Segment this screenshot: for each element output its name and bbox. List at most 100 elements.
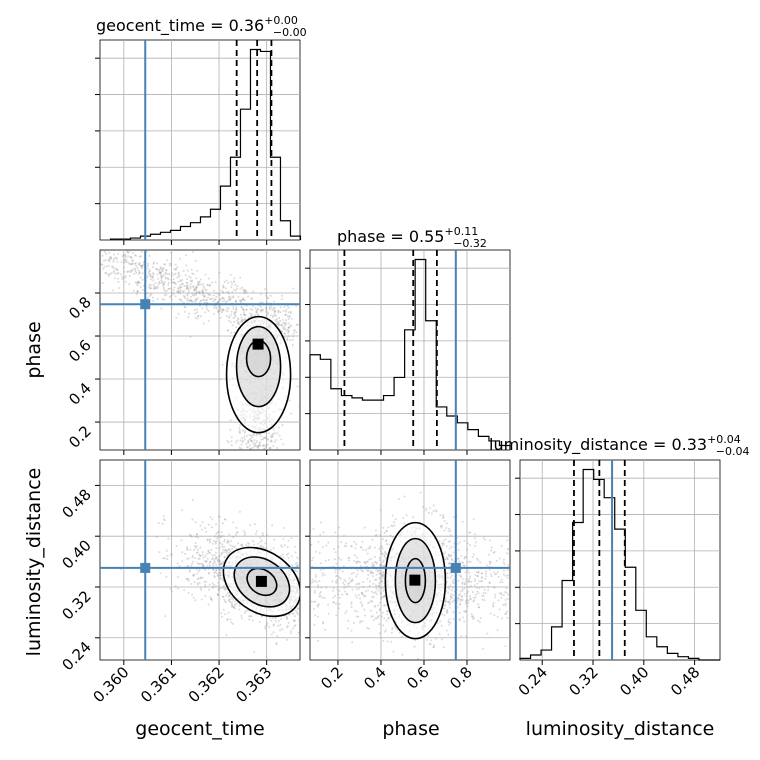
sample-point <box>231 605 234 608</box>
sample-point <box>192 273 195 276</box>
sample-point <box>321 605 323 607</box>
sample-point <box>217 300 220 303</box>
sample-point <box>477 603 480 606</box>
sample-point <box>128 262 131 265</box>
sample-point <box>344 601 346 603</box>
sample-point <box>495 559 498 562</box>
sample-point <box>461 598 464 601</box>
sample-point <box>192 573 195 576</box>
sample-point <box>375 578 378 581</box>
sample-point <box>468 571 471 574</box>
sample-point <box>336 585 338 587</box>
sample-point <box>108 260 111 263</box>
sample-point <box>354 547 357 550</box>
sample-point <box>231 324 234 327</box>
sample-point <box>193 308 196 311</box>
sample-point <box>302 598 304 600</box>
sample-point <box>348 582 351 585</box>
x-tick-label: 0.4 <box>360 663 390 693</box>
sample-point <box>330 594 332 596</box>
sample-point <box>187 316 190 319</box>
sample-point <box>248 434 251 437</box>
sample-point <box>468 531 471 534</box>
sample-point <box>198 557 201 560</box>
sample-point <box>138 255 141 258</box>
sample-point <box>340 541 343 544</box>
sample-point <box>198 291 201 294</box>
sample-point <box>391 535 394 538</box>
sample-point <box>229 297 232 300</box>
sample-point <box>333 601 336 604</box>
sample-point <box>219 572 222 575</box>
sample-point <box>488 581 491 584</box>
sample-point <box>443 529 446 532</box>
sample-point <box>264 627 267 630</box>
sample-point <box>292 612 295 615</box>
sample-point <box>186 293 189 296</box>
sample-point <box>213 306 216 309</box>
sample-point <box>324 581 326 583</box>
sample-point <box>266 438 269 441</box>
sample-point <box>192 596 195 599</box>
sample-point <box>473 537 476 540</box>
sample-point <box>137 280 140 283</box>
sample-point <box>449 595 452 598</box>
sample-point <box>123 276 126 279</box>
x-tick-label: 0.32 <box>565 663 601 699</box>
sample-point <box>235 287 238 290</box>
sample-point <box>215 295 218 298</box>
sample-point <box>355 562 358 565</box>
density-peak <box>409 574 421 586</box>
sample-point <box>126 270 129 273</box>
sample-point <box>205 530 208 533</box>
sample-point <box>189 548 192 551</box>
sample-point <box>131 263 134 266</box>
sample-point <box>338 596 341 599</box>
sample-point <box>265 306 267 309</box>
sample-point <box>160 282 163 284</box>
sample-point <box>368 547 371 550</box>
sample-point <box>162 281 165 284</box>
sample-point <box>247 439 250 442</box>
sample-point <box>290 317 293 320</box>
sample-point <box>273 538 276 541</box>
sample-point <box>302 602 304 604</box>
sample-point <box>363 608 366 611</box>
sample-point <box>400 635 403 638</box>
sample-point <box>226 440 229 442</box>
sample-point <box>207 550 210 553</box>
sample-point <box>112 253 115 256</box>
sample-point <box>210 298 213 300</box>
sample-point <box>466 598 468 601</box>
sample-point <box>170 263 173 266</box>
sample-point <box>362 581 365 583</box>
sample-point <box>221 545 224 548</box>
sample-point <box>469 561 472 564</box>
sample-point <box>162 267 165 270</box>
sample-point <box>190 565 193 567</box>
sample-point <box>463 557 466 560</box>
sample-point <box>205 298 208 301</box>
sample-point <box>245 308 248 311</box>
sample-point <box>161 298 164 301</box>
sample-point <box>239 431 241 434</box>
sample-point <box>334 531 337 534</box>
sample-point <box>178 298 181 301</box>
sample-point <box>310 593 312 595</box>
sample-point <box>116 260 119 263</box>
sample-point <box>155 536 158 538</box>
sample-point <box>201 289 204 291</box>
sample-point <box>270 619 273 622</box>
sample-point <box>200 562 203 565</box>
sample-point <box>199 304 202 307</box>
sample-point <box>489 539 492 542</box>
sample-point <box>412 516 415 519</box>
sample-point <box>480 576 483 579</box>
sample-point <box>149 278 152 281</box>
sample-point <box>107 264 110 267</box>
sample-point <box>463 620 466 623</box>
sample-point <box>213 554 216 557</box>
sample-point <box>356 569 359 572</box>
sample-point <box>272 547 275 550</box>
sample-point <box>432 510 435 513</box>
